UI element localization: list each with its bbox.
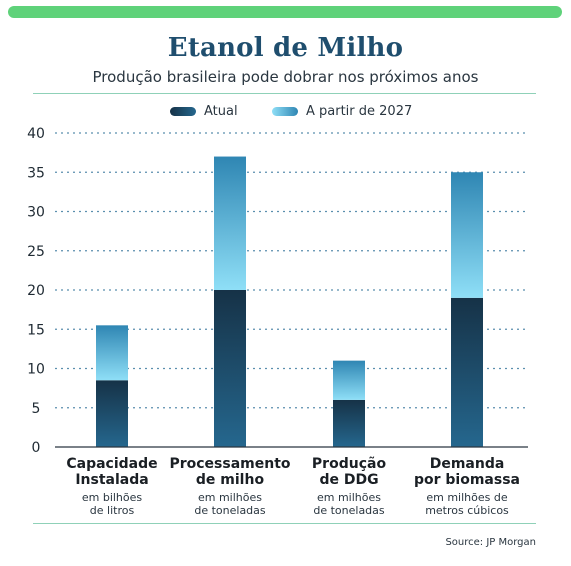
legend: Atual A partir de 2027 — [0, 104, 571, 124]
bar-a-partir-de-2027 — [214, 156, 246, 290]
legend-swatch-futuro — [272, 107, 298, 116]
bar-a-partir-de-2027 — [96, 325, 128, 381]
y-tick-label: 25 — [27, 244, 45, 260]
y-tick-label: 0 — [32, 440, 41, 456]
bar-atual — [96, 380, 128, 447]
bar-atual — [451, 297, 483, 447]
source-note: Source: JP Morgan — [445, 537, 536, 548]
y-tick-label: 5 — [32, 401, 41, 417]
category-unit: em milhões de toneladas — [313, 491, 385, 517]
y-tick-label: 15 — [27, 322, 45, 338]
legend-item-futuro: A partir de 2027 — [272, 104, 412, 119]
legend-item-atual: Atual — [170, 104, 238, 119]
category-name: Produção de DDG — [311, 456, 387, 488]
category-label: Processamento de milho em milhões de tone… — [160, 456, 300, 517]
bar-atual — [214, 290, 246, 447]
legend-label-futuro: A partir de 2027 — [306, 104, 413, 119]
category-label: Demanda por biomassa em milhões de metros… — [397, 456, 537, 517]
category-name: Demanda por biomassa — [413, 456, 520, 488]
y-tick-label: 40 — [27, 126, 45, 142]
category-unit: em milhões de toneladas — [194, 491, 266, 517]
legend-swatch-atual — [170, 107, 196, 116]
y-tick-label: 35 — [27, 165, 45, 181]
header-divider — [33, 93, 536, 94]
legend-label-atual: Atual — [204, 104, 238, 119]
top-accent-bar — [8, 6, 562, 18]
category-unit: em bilhões de litros — [81, 491, 143, 517]
bar-a-partir-de-2027 — [451, 172, 483, 298]
footer-divider — [33, 523, 536, 524]
category-name: Processamento de milho — [169, 456, 291, 488]
bar-atual — [333, 399, 365, 447]
category-name: Capacidade Instalada — [66, 456, 158, 488]
y-tick-label: 10 — [27, 362, 45, 378]
y-tick-label: 30 — [27, 205, 45, 221]
category-label: Produção de DDG em milhões de toneladas — [279, 456, 419, 517]
chart-title: Etanol de Milho — [167, 33, 404, 63]
category-label: Capacidade Instalada em bilhões de litros — [42, 456, 182, 517]
category-unit: em milhões de metros cúbicos — [425, 491, 509, 517]
chart-subtitle: Produção brasileira pode dobrar nos próx… — [92, 68, 479, 86]
y-tick-label: 20 — [27, 283, 45, 299]
bar-a-partir-de-2027 — [333, 360, 365, 400]
